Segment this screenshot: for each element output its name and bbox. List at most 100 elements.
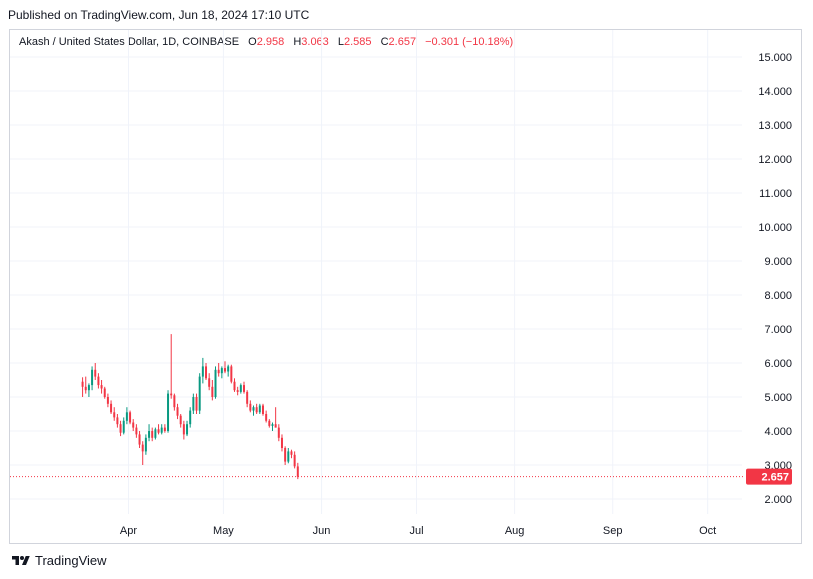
y-tick-label: 6.000: [764, 358, 792, 370]
candle-body: [211, 386, 214, 397]
candle-body: [91, 369, 94, 386]
candle-body: [205, 366, 208, 379]
x-tick-label: Jul: [409, 525, 423, 537]
candle-body: [220, 368, 223, 374]
candle-body: [208, 378, 211, 387]
open-label: O: [248, 36, 257, 48]
footer: TradingView: [10, 553, 107, 568]
candle-body: [287, 451, 290, 462]
candle-body: [249, 403, 252, 411]
candle-body: [110, 403, 113, 413]
candle-body: [265, 414, 268, 421]
candle-body: [151, 431, 154, 438]
candle-body: [167, 393, 170, 431]
grid-lines: [10, 30, 742, 514]
y-tick-label: 14.000: [758, 86, 792, 98]
candle-body: [224, 368, 227, 372]
candle-body: [201, 366, 204, 377]
low-label: L: [337, 36, 344, 48]
y-tick-label: 13.000: [758, 120, 792, 132]
candle-body: [122, 420, 125, 433]
y-tick-label: 8.000: [764, 290, 792, 302]
candle-body: [236, 390, 239, 392]
x-tick-label: Oct: [699, 525, 716, 537]
high-label: H: [293, 36, 302, 48]
candle-body: [119, 424, 122, 433]
price-axis[interactable]: 2.0003.0004.0005.0006.0007.0008.0009.000…: [758, 52, 792, 506]
published-caption: Published on TradingView.com, Jun 18, 20…: [8, 8, 310, 22]
candle-body: [268, 420, 271, 426]
candle-body: [189, 410, 192, 425]
candle-body: [157, 429, 160, 433]
close-label: C: [380, 36, 389, 48]
candle-body: [179, 415, 182, 425]
candle-body: [290, 451, 293, 455]
candle-body: [217, 369, 220, 374]
candle-body: [154, 429, 157, 438]
candle-body: [242, 385, 245, 392]
symbol-title[interactable]: Akash / United States Dollar, 1D, COINBA…: [19, 36, 240, 48]
x-tick-label: Apr: [120, 525, 137, 537]
candle-body: [192, 397, 195, 411]
candle-body: [258, 405, 261, 413]
candle-body: [252, 407, 255, 411]
chart-frame: [9, 29, 802, 544]
candle-body: [113, 412, 116, 418]
last-price-marker: 2.657: [10, 468, 792, 485]
candle-body: [182, 424, 185, 435]
candle-body: [87, 385, 90, 391]
time-axis[interactable]: Apr May Jun Jul Aug Sep Oct: [120, 525, 716, 537]
x-tick-label: Jun: [313, 525, 331, 537]
candle-body: [125, 412, 128, 421]
candle-body: [81, 381, 84, 387]
candle-body: [138, 434, 141, 445]
candle-body: [271, 424, 274, 426]
candle-body: [195, 397, 198, 411]
last-price-badge: [746, 468, 792, 485]
candle-body: [176, 407, 179, 416]
candle-body: [296, 466, 299, 477]
close-value: 2.657: [388, 36, 417, 48]
y-tick-label: 10.000: [758, 222, 792, 234]
x-tick-label: May: [213, 525, 234, 537]
candle-body: [84, 386, 87, 391]
candle-body: [144, 437, 147, 452]
candle-body: [233, 381, 236, 391]
tradingview-logo-icon[interactable]: [10, 554, 32, 568]
candle-body: [103, 388, 106, 397]
low-value: 2.585: [343, 36, 372, 48]
change-value: −0.301 (−10.18%): [425, 36, 514, 48]
x-tick-label: Sep: [603, 525, 623, 537]
y-tick-label: 5.000: [764, 392, 792, 404]
candle-body: [160, 427, 163, 433]
candle-body: [148, 431, 151, 438]
tradingview-brand[interactable]: TradingView: [35, 553, 107, 568]
candle-body: [255, 407, 258, 413]
candle-body: [227, 366, 230, 372]
candle-body: [100, 385, 103, 389]
candle-body: [132, 422, 135, 428]
candle-body: [186, 424, 189, 435]
candle-body: [214, 369, 217, 397]
candle-body: [261, 405, 264, 414]
y-tick-label: 2.000: [764, 494, 792, 506]
candle-body: [198, 376, 201, 411]
y-tick-label: 15.000: [758, 52, 792, 64]
candle-body: [163, 427, 166, 431]
candle-body: [97, 376, 100, 386]
symbol-legend: Akash / United States Dollar, 1D, COINBA…: [19, 36, 513, 48]
candle-body: [280, 437, 283, 448]
y-tick-label: 9.000: [764, 256, 792, 268]
candle-body: [284, 448, 287, 462]
candle-body: [230, 366, 233, 382]
candle-body: [173, 395, 176, 408]
candles: [81, 334, 299, 480]
candle-body: [274, 424, 277, 428]
candle-body: [116, 417, 119, 425]
candle-body: [170, 393, 173, 396]
y-tick-label: 7.000: [764, 324, 792, 336]
candle-body: [293, 454, 296, 467]
x-tick-label: Aug: [505, 525, 525, 537]
candle-body: [129, 412, 132, 423]
